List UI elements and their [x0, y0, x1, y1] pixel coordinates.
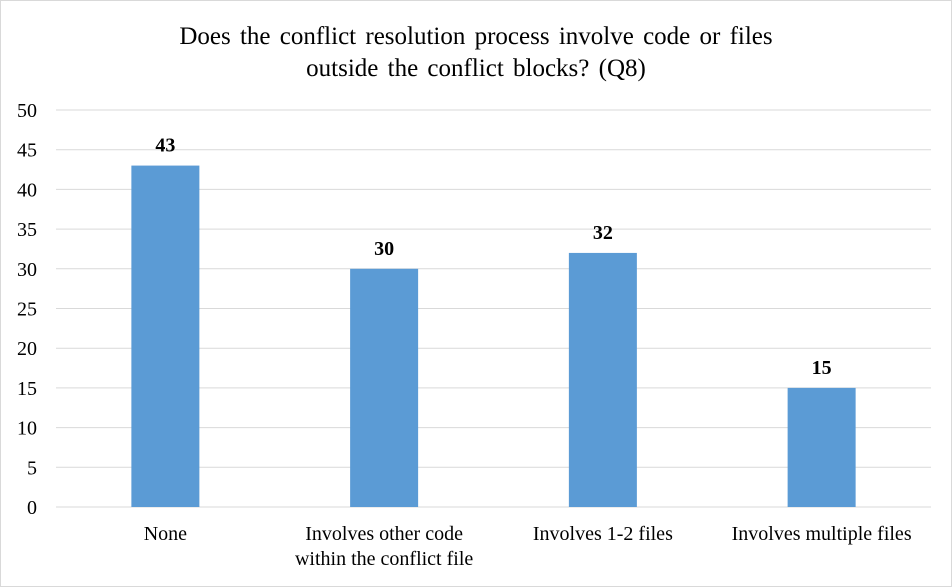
data-label: 30 [374, 238, 394, 260]
y-tick-label: 50 [17, 100, 37, 122]
y-tick-label: 5 [27, 457, 37, 479]
chart-title: Does the conflict resolution process inv… [1, 21, 951, 85]
bar [787, 387, 856, 507]
x-category-label: Involves other code [305, 523, 463, 545]
bar [350, 268, 419, 507]
x-category-label: Involves multiple files [732, 523, 912, 545]
bar [568, 252, 637, 507]
chart-title-line-1: Does the conflict resolution process inv… [179, 23, 773, 50]
x-category-label: Involves 1-2 files [533, 523, 673, 545]
y-tick-label: 45 [17, 140, 37, 162]
y-tick-label: 30 [17, 259, 37, 281]
y-tick-label: 15 [17, 378, 37, 400]
y-tick-label: 0 [27, 497, 37, 519]
chart-title-line-2: outside the conflict blocks? (Q8) [306, 55, 646, 82]
y-tick-label: 10 [17, 418, 37, 440]
x-category-label: within the conflict file [295, 548, 473, 570]
y-tick-label: 25 [17, 299, 37, 321]
y-tick-label: 20 [17, 338, 37, 360]
y-tick-label: 35 [17, 219, 37, 241]
data-label: 32 [593, 222, 613, 244]
y-tick-label: 40 [17, 179, 37, 201]
data-label: 43 [155, 135, 175, 157]
x-category-label: None [144, 523, 187, 545]
bar [131, 165, 200, 507]
data-label: 15 [812, 357, 832, 379]
